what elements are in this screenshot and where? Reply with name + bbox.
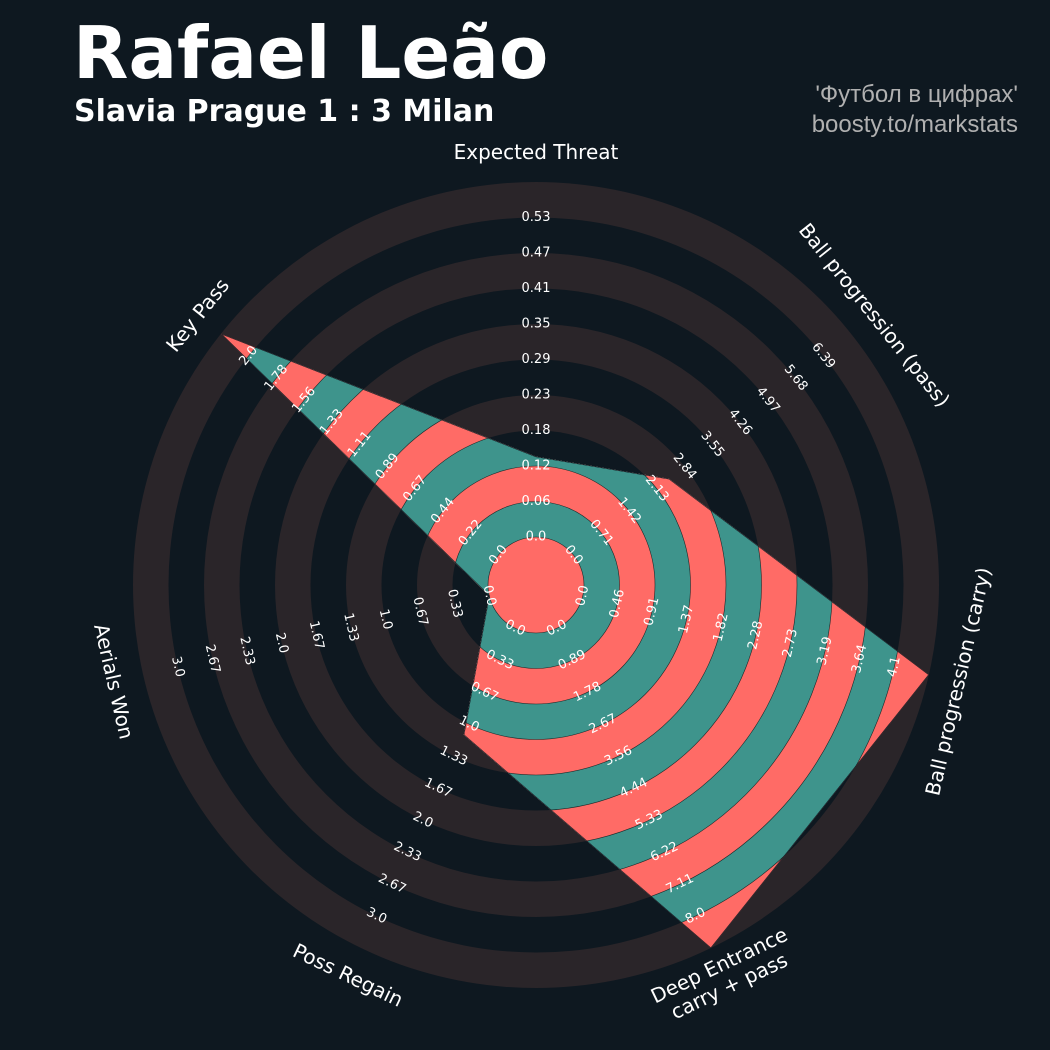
radar-tick-label: 0.53 [522, 210, 551, 225]
radar-tick-label: 0.41 [522, 281, 551, 296]
radar-tick-label: 4.1 [885, 655, 904, 679]
radar-axis-label: Expected Threat [454, 140, 619, 164]
radar-tick-label: 0.46 [607, 588, 628, 620]
radar-tick-label: 0.67 [409, 596, 430, 628]
radar-tick-label: 0.0 [480, 584, 499, 608]
radar-tick-label: 0.47 [522, 246, 551, 261]
radar-axis-label-line: Aerials Won [89, 621, 139, 741]
radar-tick-label: 2.33 [236, 635, 257, 667]
player-name-title: Rafael Leão [73, 11, 549, 95]
radar-axis-label: Aerials Won [89, 621, 139, 741]
radar-tick-label: 2.0 [272, 631, 291, 655]
credit-line-2: boosty.to/markstats [811, 111, 1018, 138]
radar-tick-label: 3.0 [168, 655, 187, 679]
credit-block: 'Футбол в цифрах' boosty.to/markstats [812, 80, 1018, 140]
radar-tick-label: 1.67 [306, 619, 327, 651]
radar-tick-label: 2.28 [745, 619, 766, 651]
radar-tick-label: 3.64 [849, 643, 870, 675]
radar-tick-label: 0.33 [444, 588, 465, 620]
radar-tick-label: 0.35 [522, 317, 551, 332]
radar-tick-label: 0.0 [573, 584, 592, 608]
radar-tick-label: 2.67 [202, 643, 223, 675]
radar-tick-label: 0.12 [522, 459, 551, 474]
radar-tick-label: 1.0 [376, 608, 395, 632]
radar-tick-label: 0.06 [522, 494, 551, 509]
radar-fill-edge [487, 536, 585, 634]
radar-tick-label: 2.73 [780, 627, 801, 659]
radar-fill-band [488, 537, 584, 633]
radar-tick-label: 3.19 [815, 635, 836, 667]
radar-tick-label: 0.18 [522, 423, 551, 438]
radar-tick-label: 0.29 [522, 352, 551, 367]
match-subtitle: Slavia Prague 1 : 3 Milan [74, 94, 495, 129]
radar-tick-label: 1.33 [340, 612, 361, 644]
credit-line-1: 'Футбол в цифрах' [815, 81, 1018, 108]
radar-tick-label: 0.23 [522, 388, 551, 403]
radar-axis-label-line: Expected Threat [454, 140, 619, 164]
radar-tick-label: 0.0 [526, 530, 547, 545]
radar-tick-label: 1.37 [676, 604, 697, 636]
radar-tick-label: 0.91 [641, 596, 662, 628]
radar-tick-label: 1.82 [711, 612, 732, 644]
